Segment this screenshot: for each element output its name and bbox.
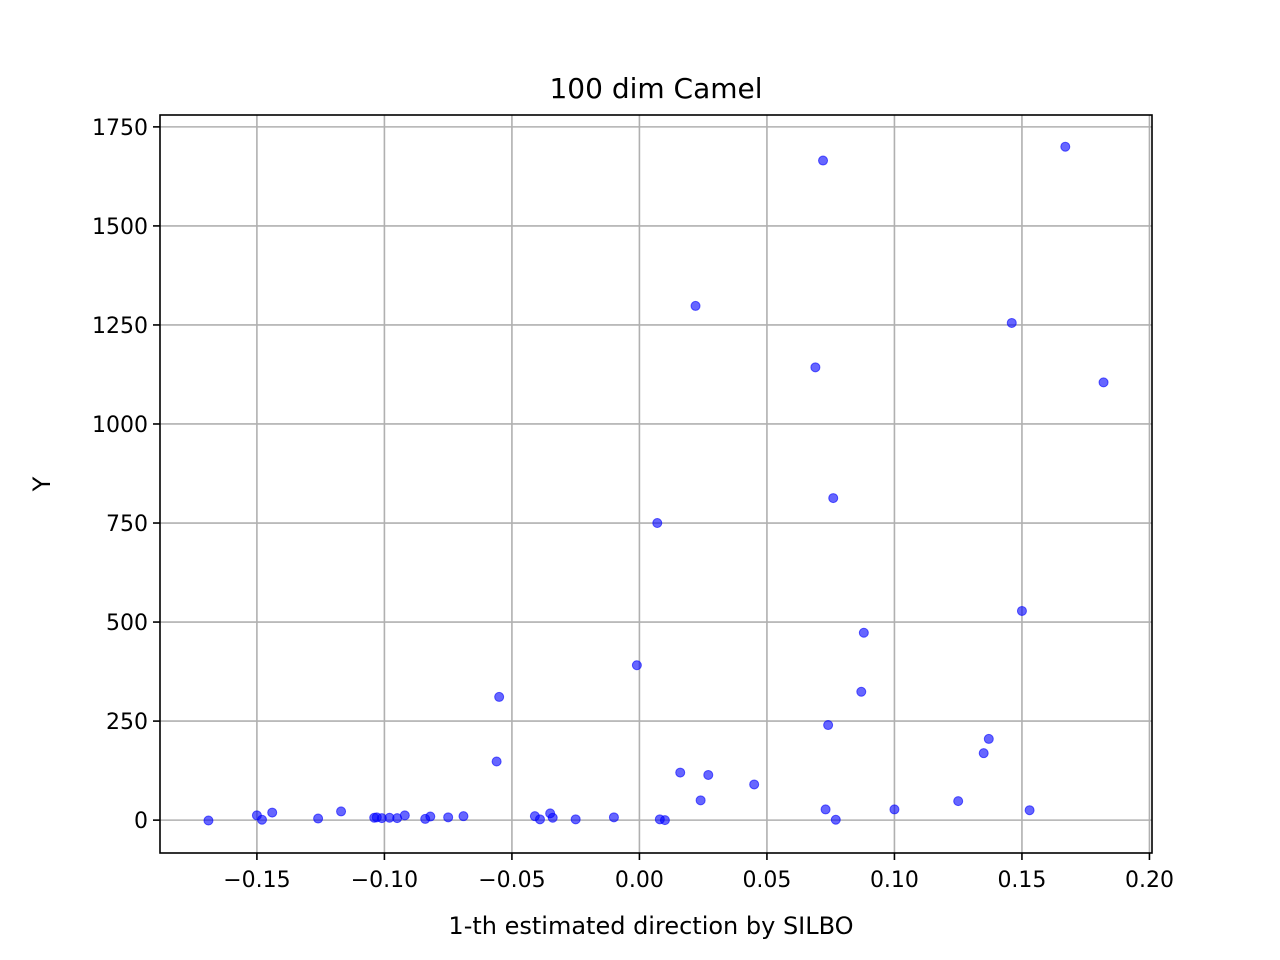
data-point <box>491 756 502 767</box>
data-point <box>983 733 994 744</box>
data-point <box>1016 605 1027 616</box>
data-point <box>858 627 869 638</box>
x-tick-label: 0.20 <box>1125 868 1174 893</box>
data-point <box>443 812 454 823</box>
data-point <box>652 518 663 529</box>
data-point <box>830 814 841 825</box>
data-point <box>889 804 900 815</box>
data-point <box>856 686 867 697</box>
data-point <box>690 300 701 311</box>
data-point <box>810 362 821 373</box>
data-point <box>203 815 214 826</box>
y-tick-label: 500 <box>106 611 148 636</box>
y-tick-label: 0 <box>134 809 148 834</box>
grid-lines <box>160 115 1152 853</box>
x-axis: −0.15 −0.10 −0.05 0.00 0.05 0.10 0.15 0.20 <box>223 853 1174 893</box>
data-point <box>631 660 642 671</box>
data-points <box>203 141 1109 826</box>
data-point <box>828 493 839 504</box>
data-point <box>818 155 829 166</box>
x-tick-label: 0.10 <box>870 868 919 893</box>
data-point <box>547 812 558 823</box>
data-point <box>953 796 964 807</box>
data-point <box>1098 377 1109 388</box>
x-tick-label: 0.15 <box>997 868 1046 893</box>
x-tick-label: 0.05 <box>742 868 791 893</box>
data-point <box>1060 141 1071 152</box>
data-point <box>534 814 545 825</box>
y-tick-label: 1750 <box>92 116 148 141</box>
data-point <box>703 769 714 780</box>
data-point <box>749 779 760 790</box>
y-axis: 0 250 500 750 1000 1250 1500 1750 <box>92 116 160 834</box>
data-point <box>978 748 989 759</box>
data-point <box>458 811 469 822</box>
data-point <box>399 810 410 821</box>
x-tick-label: −0.10 <box>351 868 418 893</box>
data-point <box>1024 805 1035 816</box>
data-point <box>494 691 505 702</box>
data-point <box>336 806 347 817</box>
data-point <box>675 767 686 778</box>
chart-title: 100 dim Camel <box>549 72 762 105</box>
data-point <box>267 807 278 818</box>
data-point <box>695 795 706 806</box>
plot-frame <box>159 114 1153 854</box>
data-point <box>425 811 436 822</box>
y-tick-label: 750 <box>106 512 148 537</box>
y-tick-label: 1250 <box>92 314 148 339</box>
x-tick-label: 0.00 <box>615 868 664 893</box>
data-point <box>820 804 831 815</box>
data-point <box>570 814 581 825</box>
y-tick-label: 250 <box>106 710 148 735</box>
data-point <box>608 812 619 823</box>
data-point <box>313 813 324 824</box>
y-tick-label: 1000 <box>92 413 148 438</box>
x-tick-label: −0.15 <box>223 868 290 893</box>
x-tick-label: −0.05 <box>478 868 545 893</box>
data-point <box>659 815 670 826</box>
data-point <box>823 720 834 731</box>
data-point <box>257 814 268 825</box>
data-point <box>1006 317 1017 328</box>
x-axis-label: 1-th estimated direction by SILBO <box>448 912 853 940</box>
y-tick-label: 1500 <box>92 215 148 240</box>
y-axis-label: Y <box>28 476 56 492</box>
